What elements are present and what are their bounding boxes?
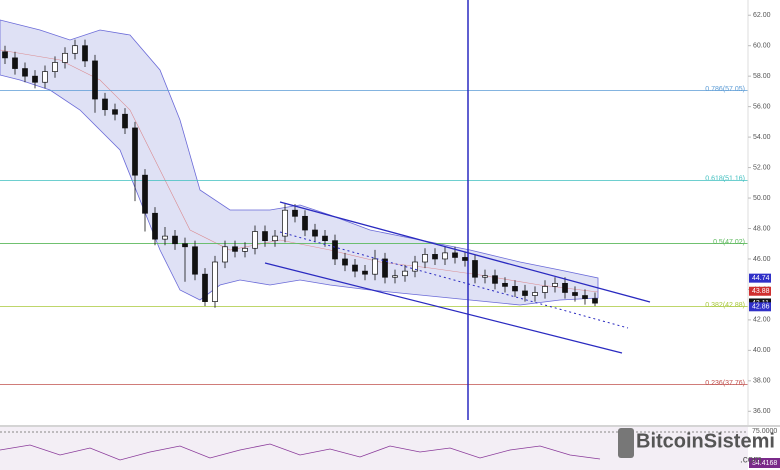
y-tick-label: 58.00 xyxy=(753,73,771,80)
candle-body xyxy=(102,98,108,111)
price-tag xyxy=(749,286,771,296)
y-tick-label: 50.00 xyxy=(753,195,771,202)
candle-body xyxy=(462,257,468,261)
rsi-line xyxy=(0,443,601,461)
price-tag-label: 43.88 xyxy=(752,288,770,295)
y-tick-label: 38.00 xyxy=(753,378,771,385)
watermark: BitcoinSistemi .com xyxy=(618,428,775,466)
y-tick-label: 52.00 xyxy=(753,164,771,171)
candle-body xyxy=(112,109,118,115)
candle-body xyxy=(142,174,148,214)
price-tag xyxy=(749,273,771,283)
y-tick-label: 56.00 xyxy=(753,103,771,110)
candle-body xyxy=(432,254,438,260)
price-tag-label: 42.86 xyxy=(752,304,770,311)
candle-body xyxy=(252,231,258,249)
fib-label: 0.382(42.88) xyxy=(705,302,745,309)
candle-body xyxy=(402,270,408,277)
candle-body xyxy=(392,275,398,278)
candle-body xyxy=(22,68,28,77)
candle-body xyxy=(52,62,58,72)
channel-mid xyxy=(279,231,629,329)
candle-body xyxy=(572,292,578,296)
candle-body xyxy=(282,209,288,237)
candle-body xyxy=(382,258,388,278)
candle-body xyxy=(172,235,178,245)
candle-body xyxy=(522,290,528,296)
candle-body xyxy=(562,282,568,293)
candle-body xyxy=(2,51,8,59)
candle-body xyxy=(72,45,78,54)
candle-body xyxy=(512,286,518,292)
candle-body xyxy=(332,240,338,260)
candle-body xyxy=(442,252,448,260)
y-tick-label: 40.00 xyxy=(753,347,771,354)
channel-upper xyxy=(279,201,651,303)
candle-body xyxy=(342,258,348,266)
y-tick-label: 60.00 xyxy=(753,43,771,50)
candle-body xyxy=(132,127,138,176)
rsi-current: 34.4168 xyxy=(752,460,777,467)
rsi-upper-label: 75.0000 xyxy=(752,428,777,435)
candle-body xyxy=(452,252,458,258)
candle-body xyxy=(592,298,598,304)
candle-body xyxy=(92,60,98,100)
candle-body xyxy=(322,235,328,242)
candle-body xyxy=(32,75,38,83)
candle-body xyxy=(62,52,68,63)
fib-label: 0.5(47.02) xyxy=(713,239,745,246)
candle-body xyxy=(552,282,558,287)
candle-body xyxy=(122,113,128,129)
channel-lower xyxy=(264,262,623,354)
candle-body xyxy=(202,273,208,302)
candle-body xyxy=(472,260,478,278)
candle-body xyxy=(222,246,228,263)
y-tick-label: 46.00 xyxy=(753,256,771,263)
y-tick-label: 42.00 xyxy=(753,317,771,324)
candle-body xyxy=(352,264,358,272)
candle-body xyxy=(162,235,168,240)
candle-body xyxy=(302,215,308,231)
candle-body xyxy=(182,243,188,248)
price-tag-label: 44.74 xyxy=(752,275,770,282)
price-tag xyxy=(749,302,771,312)
fib-label: 0.618(51.16) xyxy=(705,176,745,183)
candle-body xyxy=(82,45,88,62)
candle-body xyxy=(212,261,218,302)
fib-label: 0.236(37.76) xyxy=(705,380,745,387)
watermark-name: BitcoinSistemi xyxy=(636,430,775,452)
candle-body xyxy=(542,286,548,293)
y-tick-label: 62.00 xyxy=(753,12,771,19)
candle-body xyxy=(292,209,298,217)
candle-body xyxy=(232,246,238,252)
candle-body xyxy=(582,295,588,299)
candle-body xyxy=(12,57,18,69)
candle-body xyxy=(482,275,488,278)
y-tick-label: 54.00 xyxy=(753,134,771,141)
candle-body xyxy=(242,247,248,252)
candle-body xyxy=(502,282,508,287)
candle-body xyxy=(532,292,538,296)
watermark-logo xyxy=(618,428,634,458)
rsi-tag xyxy=(749,458,780,468)
candle-body xyxy=(412,261,418,272)
candle-body xyxy=(152,212,158,240)
fib-label: 0.786(57.05) xyxy=(705,86,745,93)
candle-body xyxy=(372,258,378,275)
bollinger-band xyxy=(0,19,599,306)
candle-body xyxy=(362,270,368,275)
candle-body xyxy=(312,229,318,237)
candle-body xyxy=(192,246,198,275)
y-tick-label: 48.00 xyxy=(753,225,771,232)
candle-body xyxy=(262,231,268,242)
watermark-suffix: .com xyxy=(740,455,762,466)
y-tick-label: 36.00 xyxy=(753,408,771,415)
candle-body xyxy=(422,254,428,263)
candle-body xyxy=(492,275,498,284)
candle-body xyxy=(272,235,278,242)
candle-body xyxy=(42,71,48,83)
